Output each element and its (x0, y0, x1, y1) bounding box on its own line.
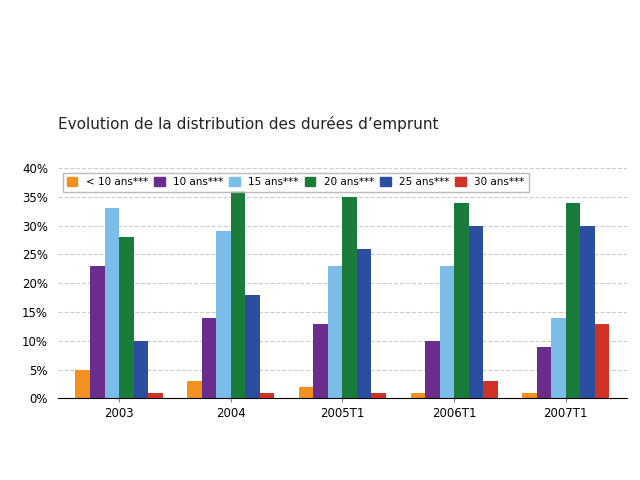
Bar (202, 318, 216, 398)
Bar (216, 231, 230, 398)
Legend: < 10 ans***, 10 ans***, 15 ans***, 20 ans***, 25 ans***, 30 ans***: < 10 ans***, 10 ans***, 15 ans***, 20 an… (63, 173, 529, 192)
Bar (522, 393, 537, 398)
Bar (371, 393, 386, 398)
Bar (468, 226, 483, 398)
Bar (260, 393, 275, 398)
Text: Evolution de la distribution des durées d’emprunt: Evolution de la distribution des durées … (58, 116, 438, 132)
Bar (148, 393, 163, 398)
Bar (410, 393, 425, 398)
Bar (90, 266, 104, 398)
Bar (230, 191, 245, 398)
Bar (580, 226, 595, 398)
Bar (314, 324, 328, 398)
Bar (134, 341, 148, 398)
Bar (328, 266, 342, 398)
Bar (566, 203, 580, 398)
Bar (187, 381, 202, 398)
Bar (342, 197, 357, 398)
Bar (595, 324, 609, 398)
Bar (357, 249, 371, 398)
Bar (245, 295, 260, 398)
Bar (454, 203, 468, 398)
Bar (537, 347, 551, 398)
Bar (425, 341, 440, 398)
Bar (551, 318, 566, 398)
Bar (76, 370, 90, 398)
Bar (104, 208, 119, 398)
Bar (299, 387, 314, 398)
Bar (119, 237, 134, 398)
Bar (483, 381, 498, 398)
Bar (440, 266, 454, 398)
